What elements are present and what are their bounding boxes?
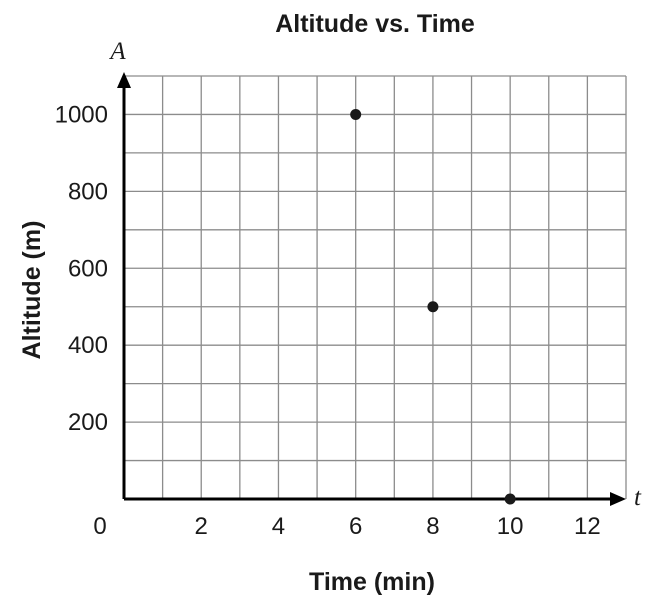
x-tick-label: 0: [93, 513, 106, 540]
y-tick-label: 600: [68, 255, 108, 282]
x-tick-label: 8: [426, 513, 439, 540]
y-axis-arrow: [117, 72, 131, 88]
data-point: [350, 108, 362, 120]
y-tick-label: 400: [68, 332, 108, 359]
x-tick-label: 10: [497, 513, 524, 540]
y-tick-label: 800: [68, 178, 108, 205]
x-tick-label: 12: [574, 513, 601, 540]
data-points: [350, 108, 516, 505]
x-tick-label: 6: [349, 513, 362, 540]
data-point: [427, 301, 439, 313]
y-tick-label: 200: [68, 409, 108, 436]
x-tick-labels: 0 2 4 6 8 10 12: [93, 513, 600, 540]
x-tick-label: 2: [195, 513, 208, 540]
y-axis-variable: A: [108, 38, 126, 65]
axes: [117, 72, 626, 506]
data-point: [504, 493, 516, 505]
chart-title: Altitude vs. Time: [275, 10, 475, 38]
x-axis-label: Time (min): [309, 568, 435, 596]
y-tick-labels: 200 400 600 800 1000: [55, 101, 108, 436]
x-axis-variable: t: [634, 484, 642, 511]
x-axis-arrow: [610, 492, 626, 506]
y-tick-label: 1000: [55, 101, 108, 128]
x-tick-label: 4: [272, 513, 285, 540]
grid-lines: [124, 75, 627, 499]
y-axis-label: Altitude (m): [18, 221, 46, 360]
